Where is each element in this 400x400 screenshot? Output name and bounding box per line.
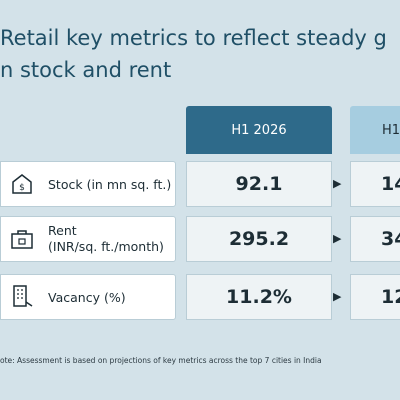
footnote: ote: Assessment is based on projections … — [0, 356, 322, 365]
row-label: Vacancy (%) — [48, 290, 126, 305]
title: n stock and rent — [0, 58, 172, 82]
cell-value: 92.1 — [186, 161, 332, 207]
cell-value: 34 — [350, 216, 400, 262]
arrow: ▶ — [333, 290, 342, 303]
icon — [11, 230, 33, 249]
title: Retail key metrics to reflect steady g — [0, 26, 387, 50]
row-label: Stock (in mn sq. ft.) — [48, 177, 172, 192]
row-label-box — [0, 216, 176, 262]
arrow: ▶ — [333, 232, 342, 245]
svg-text:$: $ — [19, 183, 25, 193]
cell-value: 14 — [350, 161, 400, 207]
cell-value: 12 — [350, 274, 400, 320]
icon: $ — [12, 174, 32, 194]
arrow: ▶ — [333, 177, 342, 190]
row-label-box — [0, 161, 176, 207]
row-label-box — [0, 274, 176, 320]
column-header: H1 2026 — [186, 106, 332, 154]
row-label: Rent (INR/sq. ft./month) — [48, 223, 164, 254]
icon — [13, 285, 33, 307]
cell-value: 11.2% — [186, 274, 332, 320]
cell-value: 295.2 — [186, 216, 332, 262]
column-header: H1 — [350, 106, 400, 154]
